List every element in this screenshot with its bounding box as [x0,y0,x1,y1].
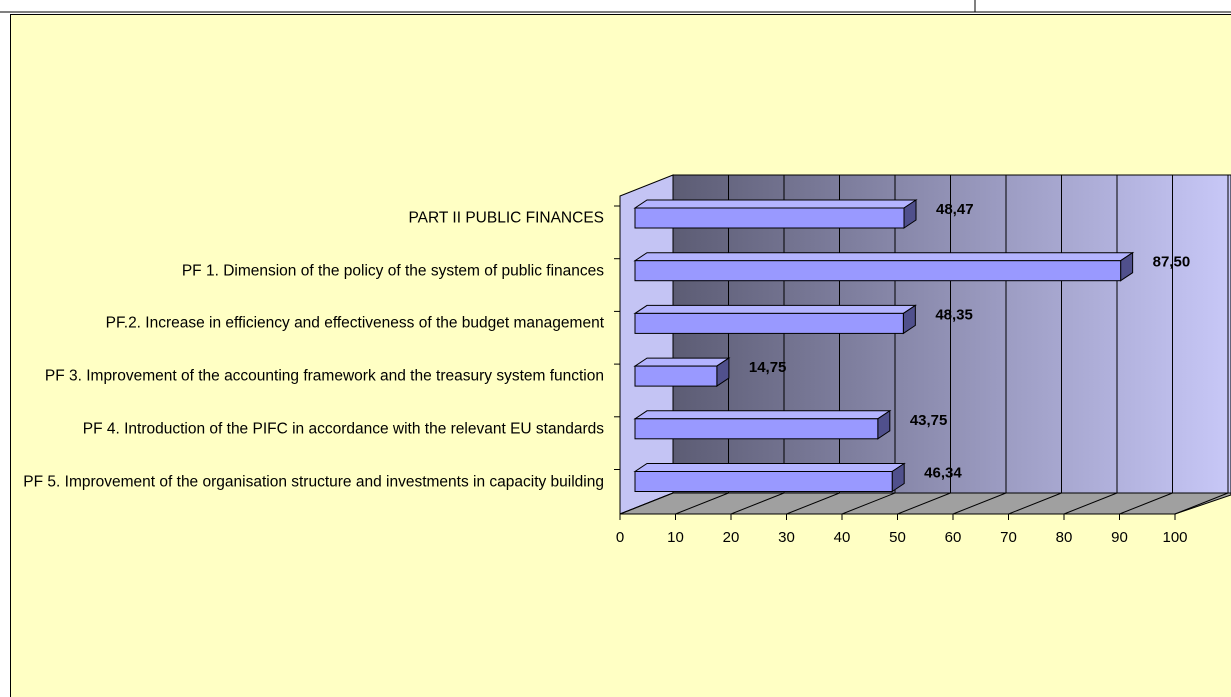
floor-grid-line [952,492,1007,515]
bar-top [633,304,917,314]
category-text: PF 4. Introduction of the PIFC in accord… [82,420,604,438]
bar [634,365,718,387]
category-label: PF 5. Improvement of the organisation st… [4,472,604,491]
value-label: 14,75 [749,359,787,376]
floor-grid-line [841,492,896,515]
category-text: PF 3. Improvement of the accounting fram… [44,367,604,385]
x-tick-label: 40 [834,529,851,546]
bar [634,471,893,492]
category-label: PF.2. Increase in efficiency and effecti… [4,314,604,333]
value-label: 48,35 [935,306,973,323]
floor [619,492,1231,515]
category-label: PART II PUBLIC FINANCES [4,209,604,228]
value-label: 87,50 [1153,254,1191,271]
bar [634,418,879,440]
floor-grid-line [1119,492,1173,515]
floor-grid-line [675,492,729,515]
x-tick-label: 100 [1162,529,1187,546]
bar-top [633,252,1135,262]
category-label: PF 4. Introduction of the PIFC in accord… [4,419,604,438]
bar [634,312,904,334]
bar-top [633,410,892,420]
value-label: 46,34 [924,464,962,481]
category-text: PF.2. Increase in efficiency and effecti… [105,314,604,332]
x-tick-label: 60 [945,529,962,546]
bar-top [633,199,918,209]
category-text: PF 5. Improvement of the organisation st… [23,473,604,490]
category-text: PART II PUBLIC FINANCES [408,209,604,227]
floor-grid-line [1063,492,1118,515]
floor-grid-line [619,492,674,515]
value-label: 43,75 [910,412,948,429]
category-label: PF 1. Dimension of the policy of the sys… [4,261,604,280]
floor-grid-line [730,492,785,515]
x-tick-label: 90 [1111,529,1128,546]
x-tick-label: 50 [889,529,906,546]
bar [634,207,905,229]
category-text: PF 1. Dimension of the policy of the sys… [181,262,604,280]
x-tick-label: 20 [723,529,740,546]
bar-top [633,357,731,367]
floor-grid-line [897,492,951,515]
floor-grid-line [1008,492,1062,515]
x-tick-label: 10 [667,529,684,546]
bar [634,260,1122,282]
x-tick-label: 0 [616,529,624,546]
bar-top [633,463,906,472]
value-label: 48,47 [936,201,974,218]
x-tick-label: 30 [778,529,795,546]
floor-grid-line [1174,492,1229,515]
floor-grid-line [786,492,840,515]
x-tick-label: 70 [1000,529,1017,546]
category-label: PF 3. Improvement of the accounting fram… [4,367,604,386]
x-tick-label: 80 [1056,529,1073,546]
